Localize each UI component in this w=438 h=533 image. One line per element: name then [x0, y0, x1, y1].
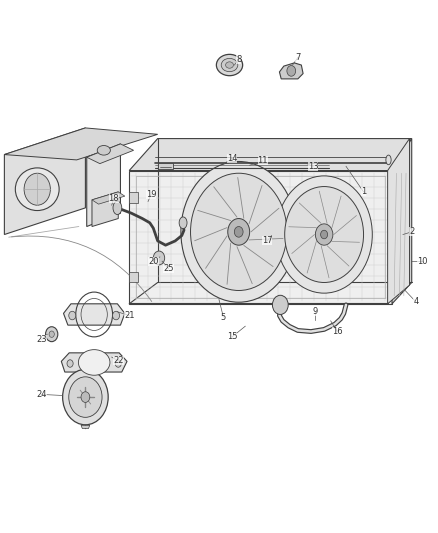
- Circle shape: [67, 360, 73, 367]
- Ellipse shape: [78, 350, 110, 375]
- Text: 11: 11: [258, 157, 268, 165]
- Text: 7: 7: [295, 53, 300, 62]
- Circle shape: [153, 251, 165, 265]
- Circle shape: [69, 311, 76, 320]
- Text: 5: 5: [221, 313, 226, 321]
- Ellipse shape: [179, 217, 187, 229]
- Text: 8: 8: [236, 55, 241, 64]
- Ellipse shape: [113, 201, 122, 215]
- Text: 24: 24: [36, 390, 47, 399]
- Text: 2: 2: [409, 228, 414, 236]
- Polygon shape: [64, 304, 125, 325]
- Polygon shape: [4, 128, 158, 160]
- Text: 21: 21: [124, 311, 134, 320]
- Circle shape: [63, 369, 108, 425]
- Polygon shape: [81, 425, 90, 429]
- Text: 20: 20: [148, 257, 159, 265]
- Ellipse shape: [216, 54, 243, 76]
- Circle shape: [181, 161, 297, 302]
- Text: 16: 16: [332, 327, 343, 336]
- Ellipse shape: [221, 58, 238, 72]
- Text: 23: 23: [36, 335, 47, 344]
- Polygon shape: [279, 63, 303, 79]
- Ellipse shape: [97, 146, 110, 155]
- Text: 17: 17: [262, 237, 272, 245]
- Text: 19: 19: [146, 190, 156, 199]
- Circle shape: [113, 311, 120, 320]
- Circle shape: [81, 392, 90, 402]
- Text: 13: 13: [308, 162, 318, 171]
- Circle shape: [315, 224, 333, 245]
- Polygon shape: [392, 139, 412, 304]
- Text: 9: 9: [313, 308, 318, 316]
- Circle shape: [276, 176, 372, 293]
- Ellipse shape: [386, 155, 391, 165]
- Text: 10: 10: [417, 257, 428, 265]
- Text: 4: 4: [413, 297, 419, 305]
- Polygon shape: [87, 144, 120, 227]
- Text: 1: 1: [361, 188, 366, 196]
- Ellipse shape: [226, 62, 233, 68]
- Circle shape: [49, 331, 54, 337]
- Polygon shape: [158, 163, 173, 169]
- Ellipse shape: [15, 168, 59, 211]
- Polygon shape: [129, 171, 392, 304]
- Circle shape: [272, 295, 288, 314]
- Polygon shape: [87, 144, 134, 164]
- Polygon shape: [388, 139, 410, 304]
- Polygon shape: [92, 192, 125, 204]
- Polygon shape: [4, 128, 85, 235]
- Polygon shape: [129, 192, 138, 203]
- Circle shape: [321, 230, 328, 239]
- Circle shape: [69, 377, 102, 417]
- Circle shape: [234, 227, 243, 237]
- Polygon shape: [61, 353, 127, 372]
- Circle shape: [24, 173, 50, 205]
- Circle shape: [46, 327, 58, 342]
- Polygon shape: [129, 139, 412, 171]
- Circle shape: [287, 66, 296, 76]
- Text: 18: 18: [109, 194, 119, 203]
- Text: 22: 22: [113, 357, 124, 365]
- Circle shape: [115, 360, 121, 367]
- Text: 15: 15: [227, 333, 237, 341]
- Circle shape: [285, 187, 364, 282]
- Polygon shape: [92, 192, 118, 227]
- Text: 25: 25: [163, 264, 174, 273]
- Circle shape: [228, 219, 250, 245]
- Text: 14: 14: [227, 154, 237, 163]
- Polygon shape: [129, 272, 138, 282]
- Circle shape: [191, 173, 287, 290]
